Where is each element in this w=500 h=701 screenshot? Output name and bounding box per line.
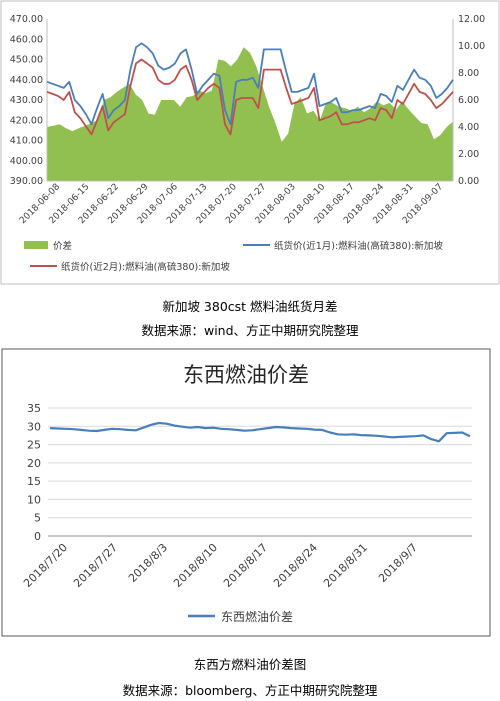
chart-panel-paper-spread: 390.00 400.00 410.00 420.00 430.00 440.00 450.… (0, 0, 500, 285)
chart-panel-east-west-spread: 东西燃油价差 0 5 10 15 20 25 30 35 2018/7/20 2018/7/27 20… (0, 348, 500, 638)
chart2-caption: 东西方燃料油价差图 (193, 657, 307, 672)
y-left-tick-label: 420.00 (10, 115, 43, 126)
y-tick-label: 25 (27, 439, 41, 452)
y-left-tick-label: 470.00 (10, 14, 43, 25)
y-right-tick-label: 6.00 (458, 95, 479, 106)
y-tick-label: 15 (27, 475, 41, 488)
y-right-tick-label: 12.00 (458, 14, 485, 25)
paper-spread-chart: 390.00 400.00 410.00 420.00 430.00 440.00 450.… (0, 0, 500, 285)
chart1-caption: 新加坡 380cst 燃料油纸货月差 (162, 299, 338, 314)
y-tick-label: 5 (34, 512, 41, 525)
y-left-tick-label: 400.00 (10, 156, 43, 167)
chart1-source: 数据来源：wind、方正中期研究院整理 (141, 323, 359, 338)
series-line-near2 (46, 58, 454, 136)
legend-label-near1: 纸货价(近1月):燃料油(高硫380):新加坡 (274, 240, 443, 252)
y-right-tick-label: 10.00 (458, 41, 485, 52)
y-tick-label: 0 (34, 530, 41, 543)
y-left-tick-label: 460.00 (10, 34, 43, 45)
series-line-east-west (49, 421, 471, 443)
y-left-tick-label: 390.00 (10, 176, 43, 187)
y-tick-label: 10 (27, 493, 41, 506)
y-tick-label: 35 (27, 402, 41, 415)
legend-label-east-west: 东西燃油价差 (221, 609, 293, 624)
series-line-near1 (46, 42, 454, 126)
series-area-spread (47, 47, 453, 181)
y-tick-label: 20 (27, 457, 41, 470)
legend-label-spread: 价差 (53, 240, 72, 252)
y-right-tick-label: 8.00 (458, 68, 479, 79)
legend-label-near2: 纸货价(近2月):燃料油(高硫380):新加坡 (61, 261, 230, 273)
y-left-tick-label: 450.00 (10, 55, 43, 66)
y-right-tick-label: 2.00 (458, 149, 479, 160)
y-left-tick-label: 440.00 (10, 75, 43, 86)
y-right-tick-label: 4.00 (458, 122, 479, 133)
y-tick-label: 30 (27, 420, 41, 433)
y-left-tick-label: 430.00 (10, 95, 43, 106)
legend-swatch-spread (24, 241, 48, 249)
y-left-tick-label: 410.00 (10, 136, 43, 147)
chart2-source: 数据来源：bloomberg、方正中期研究院整理 (122, 683, 378, 698)
chart2-title: 东西燃油价差 (183, 363, 309, 387)
chart2-frame (1, 348, 491, 637)
y-right-tick-label: 0.00 (458, 176, 479, 187)
